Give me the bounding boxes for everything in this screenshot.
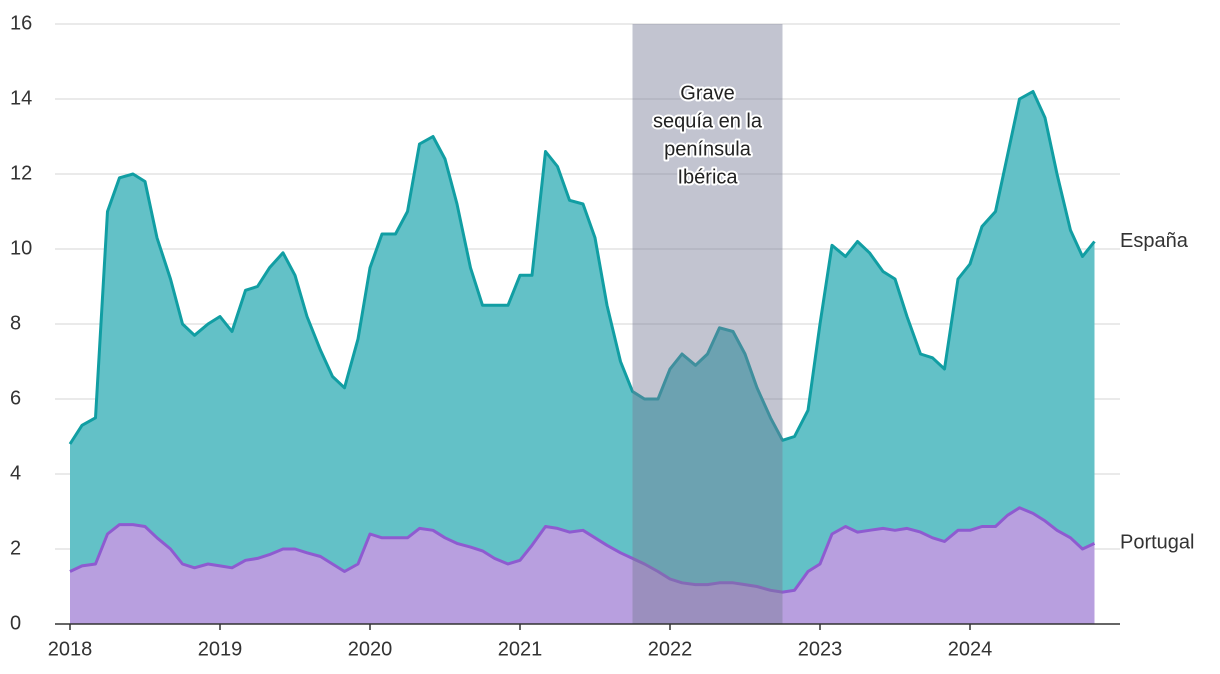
x-tick-label: 2022: [648, 638, 693, 660]
x-tick-label: 2018: [48, 638, 93, 660]
y-tick-label: 8: [10, 312, 21, 334]
annotation: Grave: [680, 82, 734, 104]
y-tick-label: 6: [10, 387, 21, 409]
x-tick-label: 2024: [948, 638, 993, 660]
y-tick-label: 10: [10, 237, 32, 259]
y-tick-label: 16: [10, 12, 32, 34]
area: [70, 91, 1095, 624]
y-tick-label: 12: [10, 162, 32, 184]
y-tick-label: 14: [10, 87, 32, 109]
x-tick-label: 2021: [498, 638, 543, 660]
y-tick-label: 4: [10, 462, 21, 484]
x-tick-label: 2023: [798, 638, 843, 660]
annotation: sequía en la: [653, 110, 763, 132]
x-tick-label: 2020: [348, 638, 393, 660]
shade-region: [632, 24, 783, 624]
line: [69, 506, 1096, 594]
y-tick-label: 0: [10, 612, 21, 634]
series-label: España: [1120, 230, 1189, 252]
area: [70, 507, 1095, 624]
line: [68, 90, 1096, 445]
y-tick-label: 2: [10, 537, 21, 559]
series-label: Portugal: [1120, 532, 1195, 554]
annotation: Ibérica: [677, 166, 738, 188]
x-tick-label: 2019: [198, 638, 243, 660]
annotation: península: [664, 138, 752, 160]
